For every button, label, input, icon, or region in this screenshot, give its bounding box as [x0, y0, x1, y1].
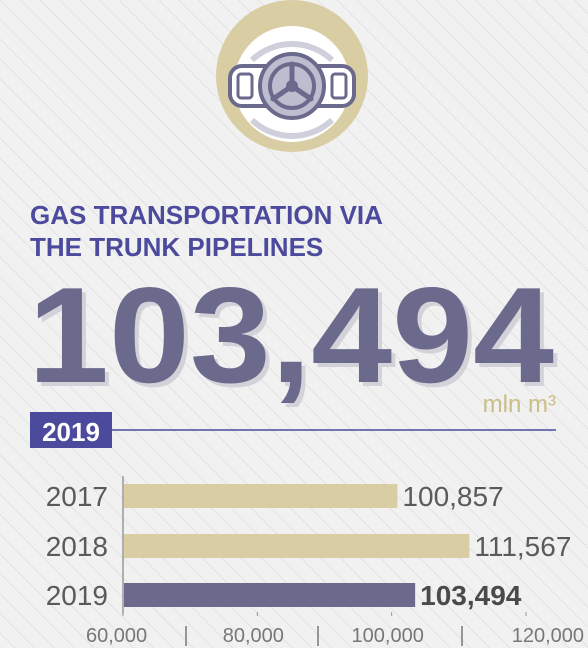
bar	[124, 534, 470, 558]
x-tick-label: 100,000	[352, 625, 424, 647]
value-label: 111,567	[474, 531, 571, 562]
title-line: THE TRUNK PIPELINES	[30, 232, 323, 262]
value-label: 103,494	[420, 580, 522, 611]
category-label: 2018	[46, 531, 108, 562]
valve-icon	[216, 0, 368, 152]
year-badge	[30, 412, 112, 448]
bar	[124, 484, 398, 508]
unit: mln m³	[483, 391, 556, 418]
headline-value: 103,494	[28, 259, 554, 411]
x-tick-label: 60,000	[86, 625, 147, 647]
category-label: 2017	[46, 481, 108, 512]
title-line: GAS TRANSPORTATION VIA	[30, 200, 383, 230]
category-label: 2019	[46, 580, 108, 611]
value-label: 100,857	[402, 481, 503, 512]
headline-shadow: 103,494	[32, 263, 558, 415]
year-label: 2019	[42, 417, 100, 447]
x-tick-label: 120,000	[512, 625, 584, 647]
x-tick-label: 80,000	[223, 625, 284, 647]
bar	[124, 583, 416, 607]
